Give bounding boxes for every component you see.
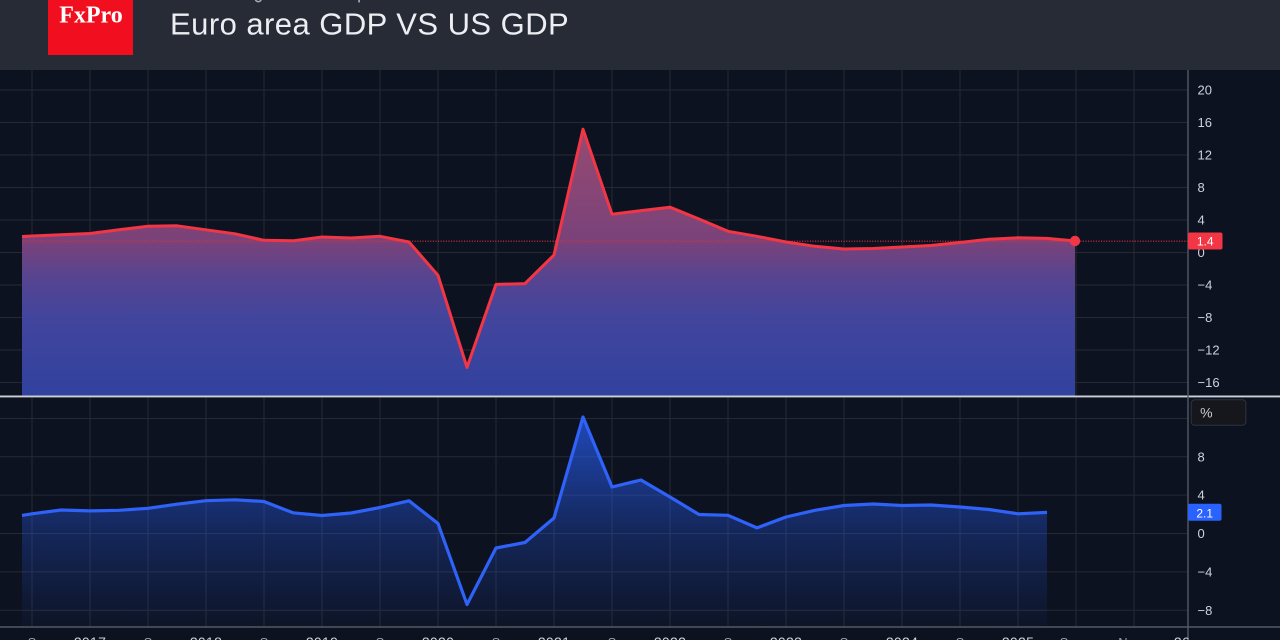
svg-text:−8: −8 bbox=[1198, 310, 1213, 325]
svg-text:8: 8 bbox=[1198, 180, 1205, 195]
svg-text:20: 20 bbox=[1198, 83, 1212, 98]
svg-text:8: 8 bbox=[1198, 449, 1205, 464]
svg-text:FxPro: FxPro bbox=[59, 2, 123, 28]
svg-text:S: S bbox=[1060, 635, 1069, 640]
svg-text:S: S bbox=[260, 635, 269, 640]
svg-text:16: 16 bbox=[1198, 115, 1212, 130]
svg-text:−4: −4 bbox=[1198, 278, 1213, 293]
svg-text:4: 4 bbox=[1198, 488, 1205, 503]
svg-text:−12: −12 bbox=[1198, 343, 1220, 358]
svg-text:2023: 2023 bbox=[770, 634, 802, 640]
svg-text:−8: −8 bbox=[1198, 603, 1213, 618]
svg-text:S: S bbox=[376, 635, 385, 640]
svg-text:2019: 2019 bbox=[306, 634, 338, 640]
svg-text:S: S bbox=[724, 635, 733, 640]
svg-text:S: S bbox=[840, 635, 849, 640]
svg-text:2021: 2021 bbox=[538, 634, 570, 640]
svg-text:−16: −16 bbox=[1198, 375, 1220, 390]
svg-text:2018: 2018 bbox=[190, 634, 222, 640]
svg-text:−4: −4 bbox=[1198, 565, 1213, 580]
svg-text:0: 0 bbox=[1198, 245, 1205, 260]
svg-text:S: S bbox=[608, 635, 617, 640]
svg-text:1.4: 1.4 bbox=[1197, 235, 1214, 249]
svg-text:2020: 2020 bbox=[422, 634, 454, 640]
svg-text:4: 4 bbox=[1198, 213, 1205, 228]
svg-text:Euro area GDP VS US GDP: Euro area GDP VS US GDP bbox=[170, 6, 569, 41]
svg-text:2017: 2017 bbox=[74, 634, 106, 640]
svg-text:N: N bbox=[1118, 635, 1127, 640]
svg-text:12: 12 bbox=[1198, 148, 1212, 163]
svg-text:2024: 2024 bbox=[886, 634, 918, 640]
svg-text:S: S bbox=[492, 635, 501, 640]
svg-text:2022: 2022 bbox=[654, 634, 686, 640]
svg-text:26: 26 bbox=[1174, 634, 1190, 640]
svg-text:2025: 2025 bbox=[1002, 634, 1034, 640]
svg-text:S: S bbox=[28, 635, 37, 640]
svg-text:S: S bbox=[956, 635, 965, 640]
svg-text:%: % bbox=[1200, 404, 1212, 420]
svg-text:0: 0 bbox=[1198, 526, 1205, 541]
svg-text:2.1: 2.1 bbox=[1196, 506, 1213, 520]
svg-text:S: S bbox=[144, 635, 153, 640]
